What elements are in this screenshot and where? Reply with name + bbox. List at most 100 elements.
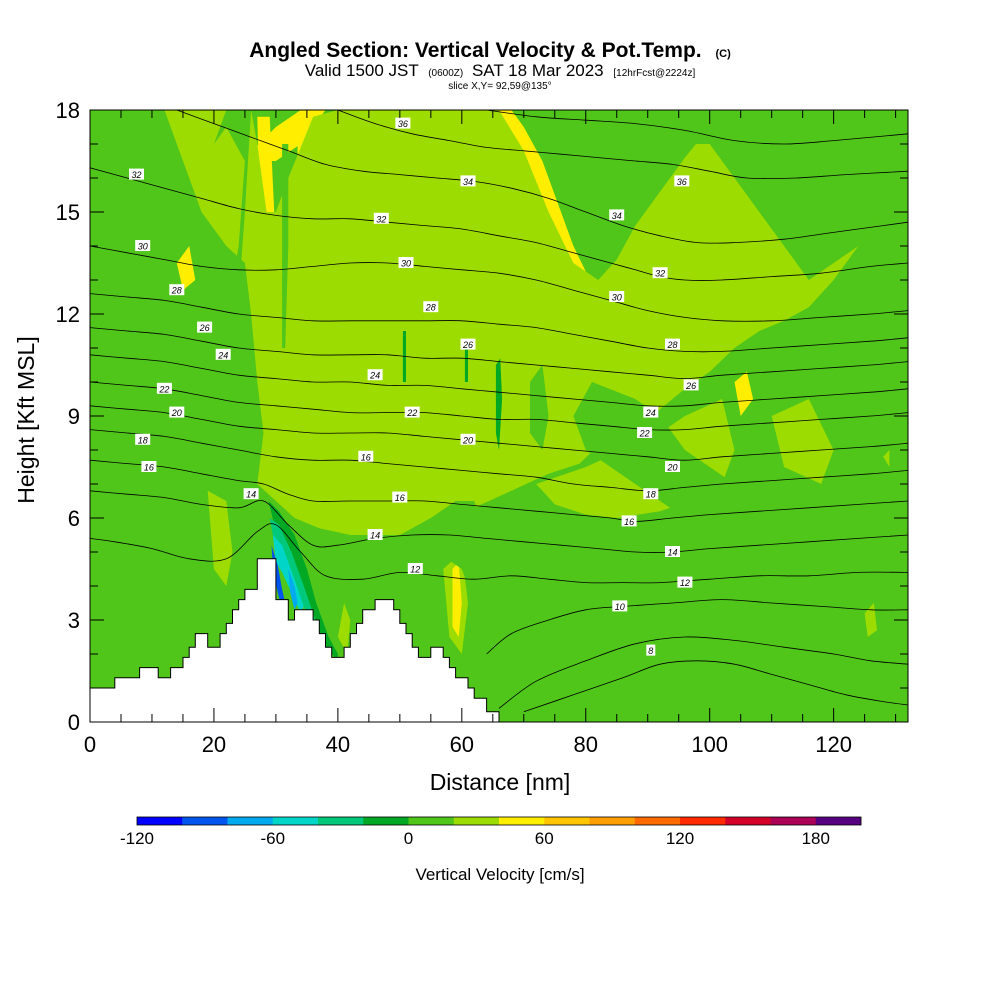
isentrope-22 xyxy=(90,381,908,431)
velocity-region-23 xyxy=(158,613,177,675)
isentrope-label-box xyxy=(398,257,414,268)
velocity-region-28 xyxy=(269,518,317,624)
subtitle-date: SAT 18 Mar 2023 xyxy=(472,61,604,80)
colorbar-tick-label: -120 xyxy=(120,829,154,848)
isentrope-label-text: 28 xyxy=(425,303,436,313)
isentrope-label-text: 28 xyxy=(666,340,677,350)
isentrope-label-text: 22 xyxy=(406,408,417,418)
x-tick-label: 100 xyxy=(691,732,728,757)
isentrope-label-box xyxy=(609,209,625,221)
colorbar-swatch xyxy=(408,817,455,825)
velocity-region-13 xyxy=(883,450,890,467)
y-tick-label: 9 xyxy=(68,404,80,429)
isentrope-label-21: 24 xyxy=(643,406,659,418)
isentrope-label-text: 24 xyxy=(645,408,656,418)
velocity-region-14 xyxy=(452,562,462,637)
isentrope-label-box xyxy=(367,369,383,381)
isentrope-label-text: 32 xyxy=(655,269,665,279)
isentrope-label-box xyxy=(215,348,231,360)
isentrope-n1 xyxy=(498,636,908,709)
isentrope-24 xyxy=(90,354,908,407)
isentrope-label-text: 14 xyxy=(370,531,380,541)
velocity-region-9 xyxy=(207,490,233,586)
velocity-region-16 xyxy=(139,110,171,212)
isentrope-18 xyxy=(90,429,908,492)
isentrope-label-box xyxy=(665,546,680,557)
isentrope-label-box xyxy=(460,433,476,445)
isentrope-8 xyxy=(523,660,908,713)
x-axis-label: Distance [nm] xyxy=(430,769,571,795)
isentrope-label-box xyxy=(612,600,628,612)
isentrope-label-28: 14 xyxy=(243,488,259,500)
velocity-region-32 xyxy=(495,358,503,450)
velocity-region-6 xyxy=(90,110,908,535)
isentrope-label-34: 12 xyxy=(407,563,423,575)
isentrope-label-7: 30 xyxy=(398,257,414,269)
isentrope-label-text: 20 xyxy=(462,435,473,445)
isentrope-label-9: 28 xyxy=(169,284,185,296)
colorbar-swatch xyxy=(725,817,771,825)
velocity-region-22 xyxy=(90,535,115,671)
isentrope-label-20: 22 xyxy=(404,406,420,418)
isentrope-label-24: 20 xyxy=(460,433,476,445)
velocity-region-5 xyxy=(176,246,196,291)
y-axis-label: Height [Kft MSL] xyxy=(13,336,39,503)
isentrope-label-text: 30 xyxy=(138,242,148,252)
x-tick-label: 0 xyxy=(84,732,96,757)
isentrope-label-36: 10 xyxy=(612,600,628,612)
isentrope-label-33: 14 xyxy=(665,546,680,558)
y-tick-label: 15 xyxy=(56,200,80,225)
isentrope-contours xyxy=(90,110,908,713)
isentrope-label-box xyxy=(643,488,659,500)
isentrope-label-27: 20 xyxy=(665,461,680,473)
isentrope-label-text: 18 xyxy=(138,435,148,445)
y-tick-label: 12 xyxy=(56,302,80,327)
isentrope-label-5: 34 xyxy=(609,209,625,221)
colorbar-swatch xyxy=(544,817,590,825)
isentrope-label-text: 12 xyxy=(680,578,690,588)
colorbar-swatch xyxy=(680,817,726,825)
isentrope-label-15: 24 xyxy=(215,348,231,360)
velocity-region-8 xyxy=(771,399,834,484)
colorbar-swatch xyxy=(227,817,274,825)
velocity-region-20 xyxy=(399,501,506,654)
chart-title-text: Angled Section: Vertical Velocity & Pot.… xyxy=(249,39,701,62)
isentrope-label-32: 14 xyxy=(367,529,383,541)
isentrope-label-text: 34 xyxy=(612,211,622,221)
isentrope-label-text: 24 xyxy=(217,350,228,360)
isentrope-label-box xyxy=(367,529,383,540)
isentrope-label-text: 26 xyxy=(199,323,210,333)
isentrope-n16 xyxy=(486,110,908,145)
subtitle-valid: Valid 1500 JST xyxy=(305,61,419,80)
x-tick-label: 60 xyxy=(450,732,474,757)
isentrope-label-26: 16 xyxy=(141,461,157,473)
isentrope-label-1: 32 xyxy=(129,168,144,180)
isentrope-label-13: 26 xyxy=(460,338,476,350)
isentrope-label-6: 30 xyxy=(135,240,151,252)
isentrope-label-37: 8 xyxy=(646,644,656,656)
x-tick-label: 120 xyxy=(815,732,852,757)
isentrope-label-box xyxy=(135,433,151,445)
isentrope-label-text: 36 xyxy=(398,119,408,129)
isentrope-label-box xyxy=(423,301,439,313)
isentrope-label-18: 26 xyxy=(683,379,699,391)
colorbar-tick-label: 0 xyxy=(404,829,413,848)
isentrope-32 xyxy=(90,167,908,281)
isentrope-label-text: 36 xyxy=(677,177,687,187)
x-tick-label: 80 xyxy=(574,732,598,757)
colorbar-frame xyxy=(136,816,862,826)
isentrope-label-text: 8 xyxy=(648,646,653,656)
isentrope-label-text: 26 xyxy=(462,340,473,350)
isentrope-label-text: 22 xyxy=(158,384,169,394)
isentrope-label-box xyxy=(141,461,157,472)
isentrope-label-11: 28 xyxy=(423,301,439,313)
isentrope-label-text: 32 xyxy=(376,214,386,224)
velocity-region-17 xyxy=(213,110,252,467)
velocity-region-12 xyxy=(864,603,877,637)
velocity-region-4 xyxy=(734,371,754,416)
y-tick-label: 18 xyxy=(56,98,80,123)
isentrope-label-box xyxy=(643,406,659,418)
isentrope-34 xyxy=(176,110,908,244)
